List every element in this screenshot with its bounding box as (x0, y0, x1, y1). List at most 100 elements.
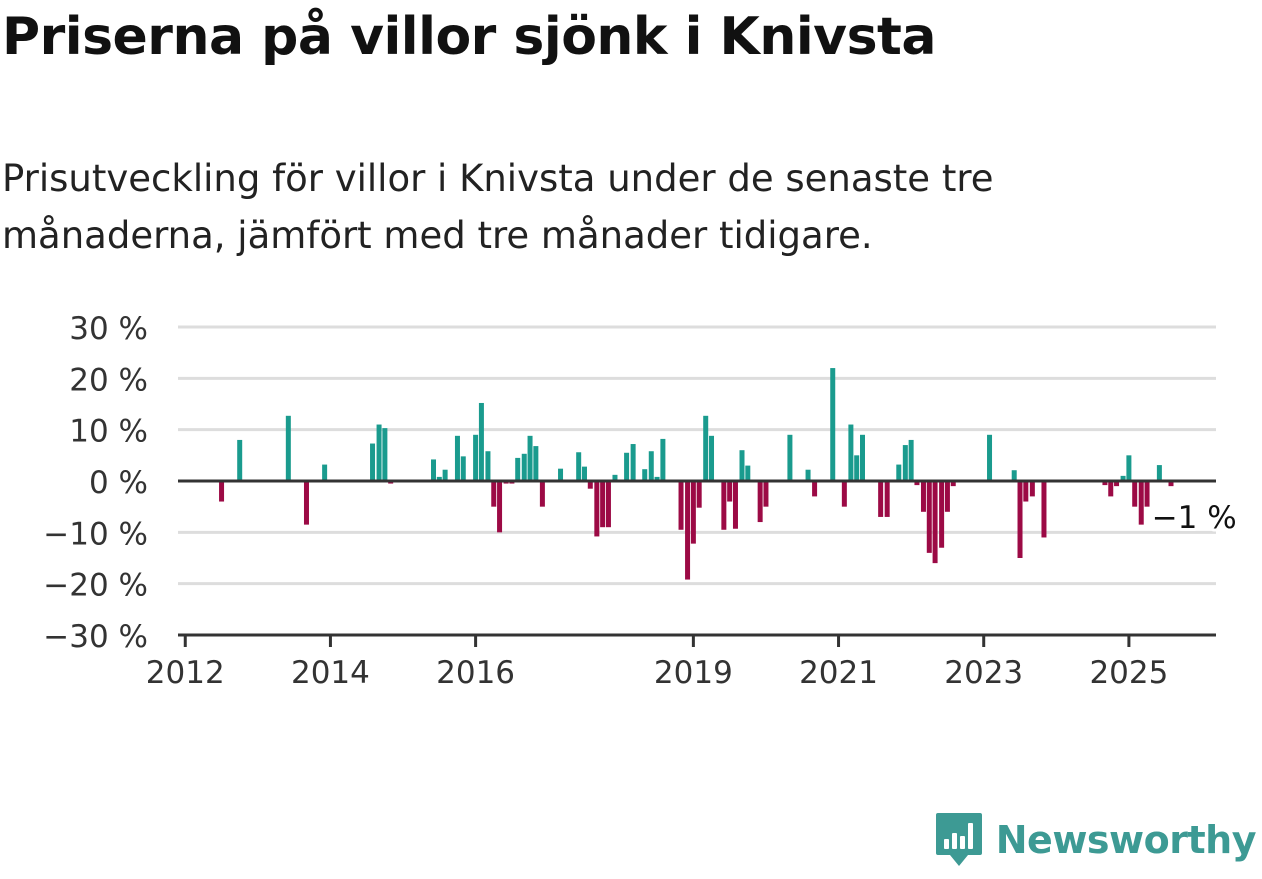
bar (533, 446, 539, 481)
bar (721, 481, 727, 530)
bar (642, 469, 648, 481)
bar (1144, 481, 1150, 507)
y-tick-label: −20 % (43, 568, 148, 604)
bar (932, 481, 938, 564)
bar (478, 402, 484, 481)
bar (473, 434, 479, 481)
bar (605, 481, 611, 528)
bar (763, 481, 769, 507)
bar (878, 481, 884, 517)
bar (576, 452, 582, 481)
bar (987, 434, 993, 481)
brand-logo: Newsworthy (934, 811, 1257, 869)
bar (497, 481, 503, 533)
bar (581, 466, 587, 481)
y-tick-label: −30 % (43, 619, 148, 655)
y-tick-label: 0 % (89, 465, 148, 501)
bar (950, 481, 956, 487)
bar (1114, 481, 1120, 487)
bar (1041, 481, 1047, 538)
bar (436, 476, 442, 481)
bar (515, 457, 521, 481)
x-tick-label: 2016 (436, 655, 515, 691)
page-title: Priserna på villor sjönk i Knivsta (2, 7, 936, 67)
bar (648, 451, 654, 481)
bar (219, 481, 225, 502)
y-tick-label: 30 % (69, 311, 148, 347)
y-tick-label: 20 % (69, 362, 148, 398)
bar (237, 439, 243, 481)
bar (587, 481, 593, 489)
bar (1023, 481, 1029, 502)
bar (696, 481, 702, 508)
bar (939, 481, 945, 548)
bar (1108, 481, 1114, 497)
bar (1120, 475, 1126, 481)
y-tick-label: −10 % (43, 516, 148, 552)
bar (703, 415, 709, 481)
bar (709, 435, 715, 481)
bar (1156, 465, 1162, 481)
bar (431, 459, 437, 481)
x-axis: 2012 2014 2016 2019 2021 2023 2025 (146, 479, 1216, 691)
bar (654, 476, 660, 481)
bar (594, 481, 600, 537)
bar (382, 428, 388, 481)
bar (812, 481, 818, 497)
bar (739, 450, 745, 481)
bar (527, 435, 533, 481)
bar (624, 452, 630, 481)
bar (926, 481, 932, 553)
bar (848, 424, 854, 481)
bar (322, 464, 328, 481)
x-tick-label: 2023 (944, 655, 1023, 691)
bar (612, 474, 618, 481)
bar (830, 368, 836, 481)
x-tick-label: 2012 (146, 655, 225, 691)
bar (460, 456, 466, 481)
bar (841, 481, 847, 507)
bar (491, 481, 497, 507)
bar (1029, 481, 1035, 497)
bar (285, 415, 291, 481)
bar (630, 444, 636, 481)
bar (485, 451, 491, 481)
bar (600, 481, 606, 528)
bar (539, 481, 545, 507)
bar (787, 434, 793, 481)
bar (454, 435, 460, 481)
bar (727, 481, 733, 502)
bar (896, 464, 902, 481)
annotation-label: −1 % (1152, 500, 1237, 536)
bar (944, 481, 950, 512)
bar-chart: 30 % 20 % 10 % 0 % −10 % −20 % −30 % 2012 2014 2… (43, 311, 1240, 691)
bar (303, 481, 309, 525)
bar (690, 481, 696, 544)
chart-annotation: −1 % (1149, 497, 1240, 539)
bar (1011, 470, 1017, 481)
bar (757, 481, 763, 523)
bar (678, 481, 684, 530)
x-tick-label: 2021 (799, 655, 878, 691)
bar (745, 465, 751, 481)
bar (1132, 481, 1138, 507)
bar (521, 453, 527, 481)
x-tick-label: 2014 (291, 655, 370, 691)
page-subtitle: Prisutveckling för villor i Knivsta unde… (2, 157, 994, 257)
bar (1017, 481, 1023, 558)
bar (376, 424, 382, 481)
brand-name: Newsworthy (995, 818, 1257, 862)
bar (859, 434, 865, 481)
y-tick-label: 10 % (69, 414, 148, 450)
bar (1168, 481, 1174, 487)
bar (908, 439, 914, 481)
bar (1138, 481, 1144, 525)
gridlines (178, 325, 1216, 586)
x-tick-label: 2019 (654, 655, 733, 691)
bar (732, 481, 738, 529)
bar (920, 481, 926, 512)
bar (685, 481, 691, 580)
bar (854, 455, 860, 481)
bar (914, 481, 920, 486)
bar (660, 438, 666, 481)
